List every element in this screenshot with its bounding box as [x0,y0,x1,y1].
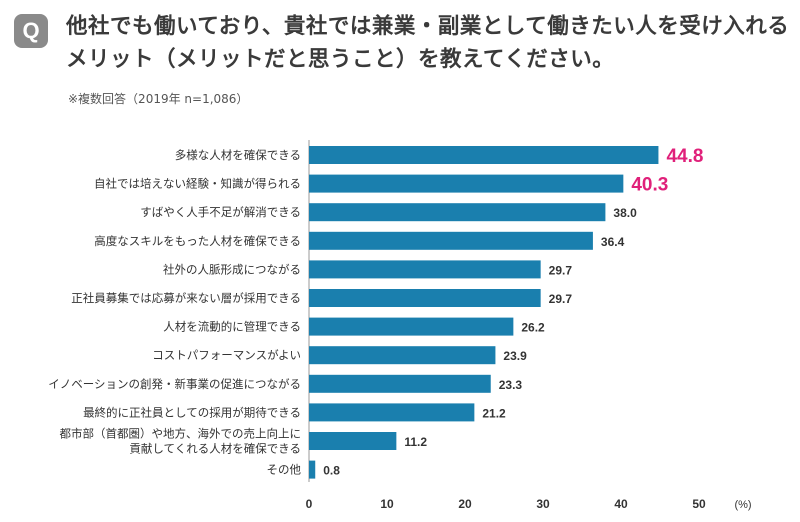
bar-11 [309,460,316,479]
category-label-0: 多様な人材を確保できる [175,148,301,162]
x-tick-label-3: 30 [536,497,550,511]
x-unit-label: (%) [734,499,751,511]
bar-0 [309,146,659,164]
title-line-2: メリット（メリットだと思うこと）を教えてください。 [66,47,615,72]
category-label-11: その他 [267,463,302,477]
bar-2 [309,203,606,222]
x-tick-label-4: 40 [614,497,628,511]
bar-9 [309,403,475,422]
value-label-4: 29.7 [549,263,573,277]
x-tick-label-2: 20 [458,497,472,511]
category-label-5: 正社員募集では応募が来ない層が採用できる [71,291,301,305]
category-label-2: すばやく人手不足が解消できる [140,205,301,219]
category-label-3: 高度なスキルをもった人材を確保できる [94,234,301,248]
x-tick-label-1: 10 [380,497,394,511]
bar-5 [309,289,541,307]
x-tick-label-5: 50 [692,497,706,511]
value-label-7: 23.9 [503,349,527,363]
category-label-10-line-1: 貢献してくれる人材を確保できる [129,442,301,456]
category-label-6: 人材を流動的に管理できる [163,320,301,334]
category-label-8: イノベーションの創発・新事業の促進につながる [48,377,301,391]
bar-4 [309,260,541,279]
category-label-10-line-0: 都市部（首都圏）や地方、海外での売上向上に [60,427,302,441]
value-label-5: 29.7 [549,292,573,306]
sample-note: ※複数回答（2019年 n=1,086） [68,92,249,106]
bar-7 [309,346,496,365]
bar-6 [309,317,514,336]
question-badge: Q [14,14,48,48]
value-label-2: 38.0 [613,206,637,220]
value-label-11: 0.8 [323,464,340,478]
question-title: 他社でも働いており、貴社では兼業・副業として働きたい人を受け入れる メリット（メ… [66,10,790,76]
bar-10 [309,432,397,450]
value-label-0: 44.8 [666,146,703,167]
category-label-4: 社外の人脈形成につながる [163,262,301,276]
value-label-3: 36.4 [601,235,625,249]
category-label-9: 最終的に正社員としての採用が期待できる [83,405,301,419]
title-line-1: 他社でも働いており、貴社では兼業・副業として働きたい人を受け入れる [66,14,790,39]
value-label-8: 23.3 [499,378,523,392]
value-label-9: 21.2 [482,406,506,420]
bar-8 [309,374,491,393]
bar-1 [309,174,624,193]
value-label-6: 26.2 [521,321,545,335]
category-label-1: 自社では培えない経験・知識が得られる [94,177,301,191]
category-label-7: コストパフォーマンスがよい [152,348,301,362]
x-tick-label-0: 0 [306,497,313,511]
value-label-1: 40.3 [631,175,668,196]
value-label-10: 11.2 [404,435,427,449]
bar-3 [309,231,593,250]
